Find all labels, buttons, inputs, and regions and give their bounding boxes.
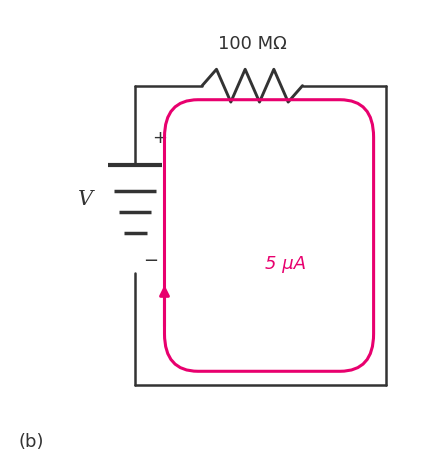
Text: V: V (77, 190, 93, 209)
Text: +: + (152, 129, 167, 146)
Text: 100 MΩ: 100 MΩ (218, 35, 287, 53)
Text: (b): (b) (18, 433, 44, 451)
Text: 5 μA: 5 μA (265, 255, 306, 273)
Text: −: − (144, 252, 159, 270)
